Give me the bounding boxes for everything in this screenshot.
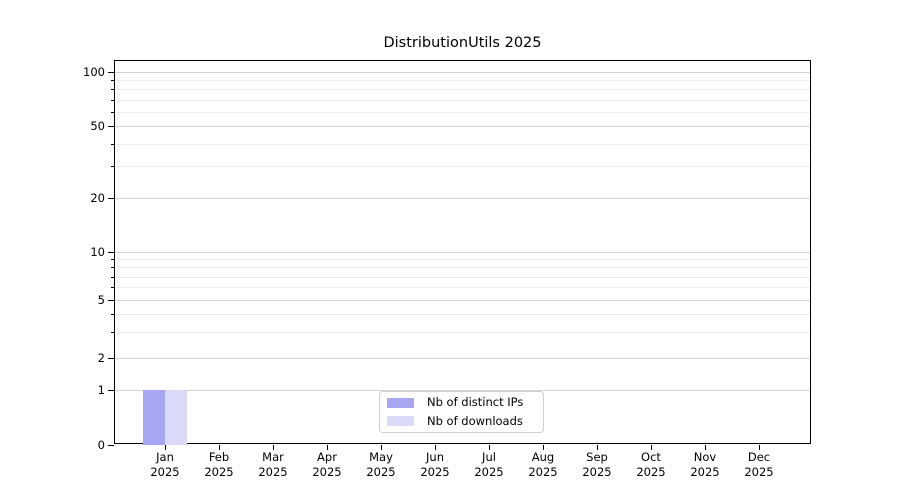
y-tick-label: 10 — [90, 245, 105, 259]
minor-gridline — [115, 143, 810, 145]
major-gridline — [115, 126, 810, 127]
x-tick-mark — [219, 445, 220, 450]
y-minor-tick-mark — [111, 287, 114, 289]
x-tick-label: Feb 2025 — [204, 450, 234, 479]
x-tick-label: Dec 2025 — [744, 450, 774, 479]
minor-gridline — [115, 111, 810, 113]
x-tick-mark — [273, 445, 274, 450]
bar-downloads — [165, 390, 187, 445]
minor-gridline — [115, 276, 810, 278]
y-tick-label: 20 — [90, 191, 105, 205]
y-minor-tick-mark — [111, 111, 114, 113]
legend-swatch-distinct-ips — [387, 397, 414, 408]
x-tick-mark — [381, 445, 382, 450]
y-minor-tick-mark — [111, 143, 114, 145]
y-tick-mark — [108, 126, 114, 127]
minor-gridline — [115, 166, 810, 168]
major-gridline — [115, 358, 810, 359]
y-minor-tick-mark — [111, 276, 114, 278]
legend-label-downloads: Nb of downloads — [427, 413, 523, 428]
legend: Nb of distinct IPs Nb of downloads — [379, 391, 544, 433]
y-tick-mark — [108, 300, 114, 301]
x-tick-label: Jun 2025 — [420, 450, 450, 479]
minor-gridline — [115, 259, 810, 261]
y-minor-tick-mark — [111, 267, 114, 269]
y-minor-tick-mark — [111, 259, 114, 261]
major-gridline — [115, 198, 810, 199]
x-tick-label: Oct 2025 — [636, 450, 666, 479]
y-minor-tick-mark — [111, 332, 114, 334]
y-minor-tick-mark — [111, 89, 114, 91]
x-tick-label: Apr 2025 — [312, 450, 342, 479]
x-tick-label: May 2025 — [366, 450, 396, 479]
x-tick-mark — [543, 445, 544, 450]
x-tick-mark — [327, 445, 328, 450]
legend-swatch-downloads — [387, 416, 414, 427]
y-minor-tick-mark — [111, 99, 114, 101]
x-tick-mark — [759, 445, 760, 450]
minor-gridline — [115, 287, 810, 289]
minor-gridline — [115, 89, 810, 91]
y-minor-tick-mark — [111, 80, 114, 82]
y-minor-tick-mark — [111, 166, 114, 168]
legend-item-downloads: Nb of downloads — [387, 414, 536, 430]
y-tick-mark — [108, 358, 114, 359]
y-tick-label: 2 — [97, 351, 105, 365]
minor-gridline — [115, 314, 810, 316]
x-tick-mark — [651, 445, 652, 450]
x-tick-label: Jan 2025 — [150, 450, 180, 479]
legend-label-distinct-ips: Nb of distinct IPs — [427, 395, 524, 410]
x-tick-label: Mar 2025 — [258, 450, 288, 479]
x-tick-mark — [705, 445, 706, 450]
y-tick-mark — [108, 198, 114, 199]
x-tick-label: Aug 2025 — [528, 450, 558, 479]
x-tick-mark — [435, 445, 436, 450]
major-gridline — [115, 252, 810, 253]
plot-area: 0 1 2 5 10 20 50 100 Jan 2025 Feb 2025 Mar 2025 Ap… — [83, 60, 811, 479]
y-tick-label: 1 — [97, 383, 105, 397]
minor-gridline — [115, 80, 810, 82]
y-tick-mark — [108, 72, 114, 73]
minor-gridline — [115, 99, 810, 101]
x-tick-mark — [165, 445, 166, 450]
y-tick-mark — [108, 445, 114, 446]
y-tick-mark — [108, 390, 114, 391]
y-tick-label: 0 — [97, 438, 105, 452]
x-tick-label: Sep 2025 — [582, 450, 612, 479]
y-tick-label: 5 — [97, 293, 105, 307]
major-gridline — [115, 72, 810, 73]
y-minor-tick-mark — [111, 314, 114, 316]
y-tick-mark — [108, 252, 114, 253]
x-tick-mark — [489, 445, 490, 450]
major-gridline — [115, 390, 810, 391]
major-gridline — [115, 300, 810, 301]
x-tick-label: Jul 2025 — [474, 450, 504, 479]
x-tick-mark — [597, 445, 598, 450]
y-tick-label: 100 — [83, 65, 105, 79]
legend-item-distinct-ips: Nb of distinct IPs — [387, 395, 536, 411]
minor-gridline — [115, 332, 810, 334]
x-tick-label: Nov 2025 — [690, 450, 720, 479]
minor-gridline — [115, 267, 810, 269]
bar-distinct-ips — [143, 390, 165, 445]
y-tick-label: 50 — [90, 119, 105, 133]
chart-title: DistributionUtils 2025 — [383, 35, 542, 51]
